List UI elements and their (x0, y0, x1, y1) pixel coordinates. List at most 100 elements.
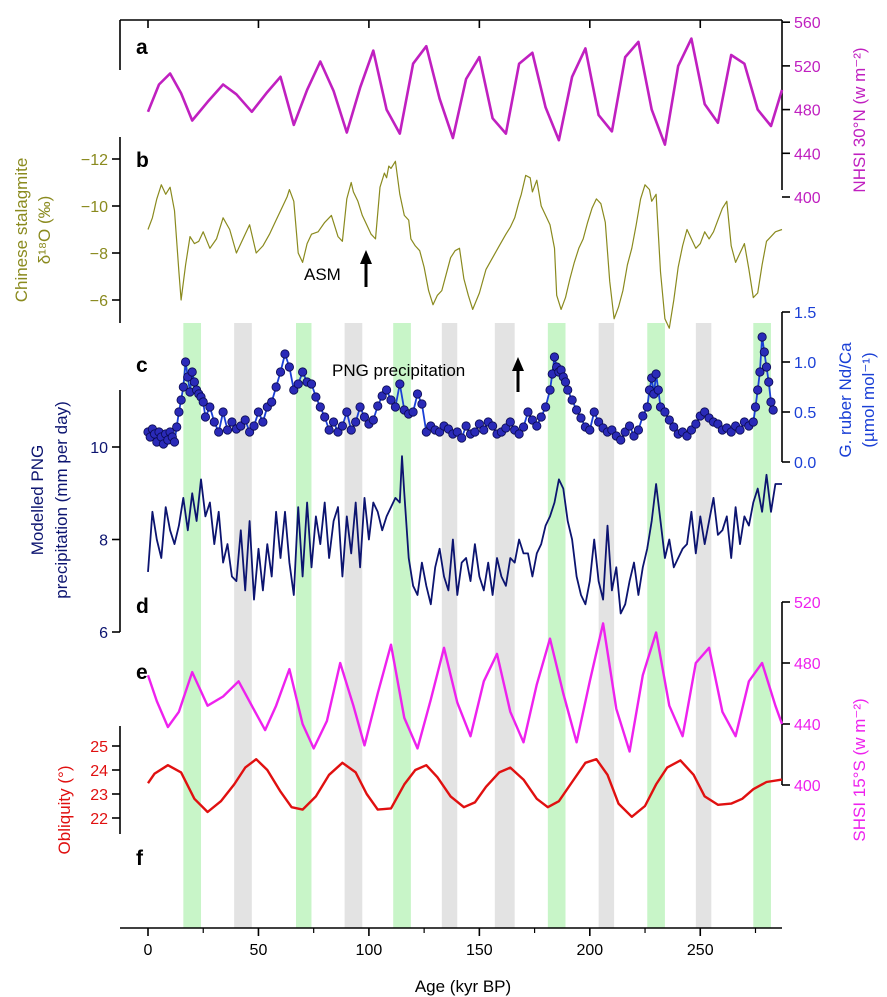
data-point-c-99 (523, 407, 533, 417)
data-point-c-15 (176, 395, 186, 405)
data-point-c-95 (505, 417, 515, 427)
data-point-c-30 (218, 407, 228, 417)
shsi-axis-title: SHSI 15°S (w m⁻²) (850, 698, 869, 841)
data-point-c-41 (267, 397, 277, 407)
data-point-c-32 (227, 417, 237, 427)
png-tick-label-1: 8 (99, 533, 108, 550)
png-tick-label-2: 6 (99, 625, 108, 642)
obliquity-tick-label-2: 23 (90, 787, 108, 804)
data-point-c-114 (571, 405, 582, 415)
png-axis-title-line1: Modelled PNG (28, 445, 47, 556)
data-point-c-138 (664, 415, 674, 425)
data-point-c-13 (172, 422, 182, 432)
stalagmite-axis-title-line1: Chinese stalagmite (12, 158, 31, 303)
green-band-2 (393, 323, 411, 928)
data-point-c-35 (240, 415, 250, 425)
series-line-d (147, 455, 782, 615)
data-point-c-51 (311, 392, 321, 402)
data-point-c-61 (355, 402, 365, 412)
data-point-c-130 (642, 402, 652, 412)
data-point-c-91 (488, 421, 498, 431)
png-axis-title-line2: precipitation (mm per day) (52, 401, 71, 598)
data-point-c-26 (200, 412, 211, 422)
data-point-c-101 (532, 421, 542, 431)
series-line-f (147, 758, 783, 818)
panel-letter-f: f (136, 847, 144, 870)
data-point-c-118 (589, 407, 599, 417)
data-point-c-75 (417, 399, 427, 409)
green-band-1 (296, 323, 312, 928)
data-point-c-16 (178, 382, 188, 392)
data-point-c-27 (205, 402, 215, 412)
series-line-b (147, 160, 783, 329)
data-point-c-144 (691, 419, 701, 429)
x-tick-label-3: 150 (466, 942, 493, 959)
stalagmite-tick-label-0: −12 (81, 152, 108, 169)
data-point-c-38 (253, 407, 264, 417)
x-tick-label-2: 100 (356, 942, 383, 959)
data-point-c-128 (633, 425, 644, 435)
data-point-c-53 (320, 412, 330, 422)
data-point-c-59 (346, 425, 356, 435)
stalagmite-axis-title: Chinese stalagmite δ¹⁸O (‰) (12, 158, 54, 303)
ndca-tick-label-1: 1.0 (794, 355, 816, 372)
data-point-c-139 (669, 422, 679, 432)
panel-letter-b: b (136, 149, 149, 172)
data-point-c-113 (567, 395, 577, 405)
data-point-c-137 (660, 407, 670, 417)
data-point-c-68 (386, 395, 396, 405)
data-point-c-25 (198, 397, 208, 407)
x-tick-label-0: 0 (144, 942, 153, 959)
data-point-c-117 (585, 425, 595, 435)
asm-arrow (360, 250, 372, 287)
data-point-c-47 (293, 379, 303, 389)
asm-annotation: ASM (304, 265, 341, 284)
nhsi-tick-label-1: 520 (794, 59, 821, 76)
data-point-c-39 (258, 417, 268, 427)
panel-letter-d: d (136, 595, 149, 618)
data-point-c-129 (638, 411, 648, 421)
data-point-c-111 (560, 377, 571, 387)
data-point-c-126 (624, 421, 635, 431)
obliquity-tick-label-1: 24 (90, 763, 108, 780)
data-point-c-163 (761, 362, 772, 372)
ndca-axis-title-line2: (µmol mol⁻¹) (859, 352, 878, 447)
x-tick-label-4: 200 (576, 942, 603, 959)
data-point-c-57 (337, 421, 347, 431)
data-point-c-20 (187, 367, 197, 377)
nhsi-tick-label-2: 480 (794, 103, 821, 120)
obliquity-tick-label-3: 22 (90, 811, 108, 828)
data-point-c-62 (359, 412, 370, 422)
data-point-c-124 (616, 435, 626, 445)
png-precipitation-arrow (512, 357, 524, 392)
data-point-c-98 (518, 422, 529, 432)
x-tick-label-5: 250 (687, 942, 714, 959)
stalagmite-tick-label-2: −8 (90, 246, 108, 263)
png-axis-title: Modelled PNG precipitation (mm per day) (28, 401, 71, 598)
data-point-c-135 (653, 385, 663, 395)
green-band-0 (183, 323, 202, 928)
gray-band-3 (494, 323, 515, 928)
data-point-c-164 (764, 377, 774, 387)
ndca-tick-label-3: 0.0 (794, 455, 816, 472)
data-point-c-74 (412, 389, 423, 399)
data-point-c-28 (209, 417, 219, 427)
data-point-c-161 (757, 332, 767, 342)
data-point-c-31 (222, 425, 233, 435)
band-layer (183, 323, 771, 928)
ndca-tick-label-2: 0.5 (794, 405, 816, 422)
data-point-c-21 (189, 377, 199, 387)
data-point-c-112 (563, 385, 573, 395)
data-point-c-87 (470, 427, 480, 437)
data-point-c-104 (545, 385, 555, 395)
data-point-c-58 (342, 407, 352, 417)
data-point-c-84 (457, 433, 467, 443)
gray-band-0 (234, 323, 252, 928)
png-precipitation-annotation: PNG precipitation (332, 361, 465, 380)
series-layer (143, 37, 784, 818)
data-point-c-154 (735, 425, 745, 435)
stalagmite-tick-label-1: −10 (81, 199, 108, 216)
data-point-c-43 (275, 367, 286, 377)
green-band-3 (547, 323, 566, 928)
